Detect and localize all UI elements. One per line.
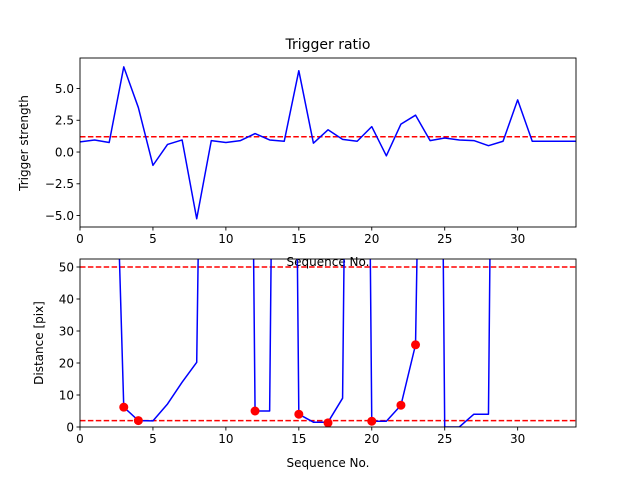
data-point-marker [323, 418, 333, 427]
y-axis-label: Trigger strength [17, 95, 31, 192]
y-tick-label: 20 [59, 356, 74, 370]
x-tick-label: 15 [291, 432, 306, 446]
x-tick-label: 20 [364, 232, 379, 246]
data-point-marker [294, 409, 304, 419]
y-tick-label: 50 [59, 260, 74, 274]
y-tick-label: 2.5 [55, 114, 74, 128]
data-point-marker [367, 416, 377, 426]
x-tick-label: 10 [218, 232, 233, 246]
x-tick-label: 0 [76, 232, 84, 246]
y-tick-label: −2.5 [45, 177, 74, 191]
y-tick-label: 40 [59, 292, 74, 306]
plot-area [80, 66, 576, 220]
x-tick-label: 5 [149, 232, 157, 246]
y-tick-label: 10 [59, 388, 74, 402]
distance-panel: Distance [pix] Sequence No. 0 5 10 15 20 25 30… [32, 258, 577, 470]
x-tick-label: 30 [510, 432, 525, 446]
series-line [118, 259, 491, 427]
data-point-marker [250, 406, 260, 416]
y-axis-label: Distance [pix] [32, 301, 46, 385]
x-tick-label: 25 [437, 432, 452, 446]
x-axis-label: Sequence No. [287, 456, 370, 470]
y-tick-label: 30 [59, 324, 74, 338]
series-line [80, 66, 576, 220]
y-tick-label: 5.0 [55, 82, 74, 96]
x-tick-label: 10 [218, 432, 233, 446]
y-tick-label: 0.0 [55, 145, 74, 159]
x-axis-label: Sequence No. [287, 255, 370, 269]
x-tick-label: 15 [291, 232, 306, 246]
data-point-marker [396, 400, 406, 410]
y-tick-label: 0 [66, 420, 74, 434]
data-point-marker [119, 402, 129, 412]
chart-title: Trigger ratio [284, 37, 370, 53]
trigger-ratio-panel: Trigger ratio Trigger strength Sequence … [17, 37, 577, 269]
axes-frame [79, 258, 577, 428]
x-tick-label: 0 [76, 432, 84, 446]
y-tick-label: −5.0 [45, 209, 74, 223]
axes-frame [79, 57, 577, 228]
x-tick-label: 30 [510, 232, 525, 246]
x-tick-label: 5 [149, 432, 157, 446]
plot-area [80, 259, 576, 427]
data-point-marker [411, 340, 421, 350]
x-tick-label: 25 [437, 232, 452, 246]
x-tick-label: 20 [364, 432, 379, 446]
data-point-marker [133, 416, 143, 426]
